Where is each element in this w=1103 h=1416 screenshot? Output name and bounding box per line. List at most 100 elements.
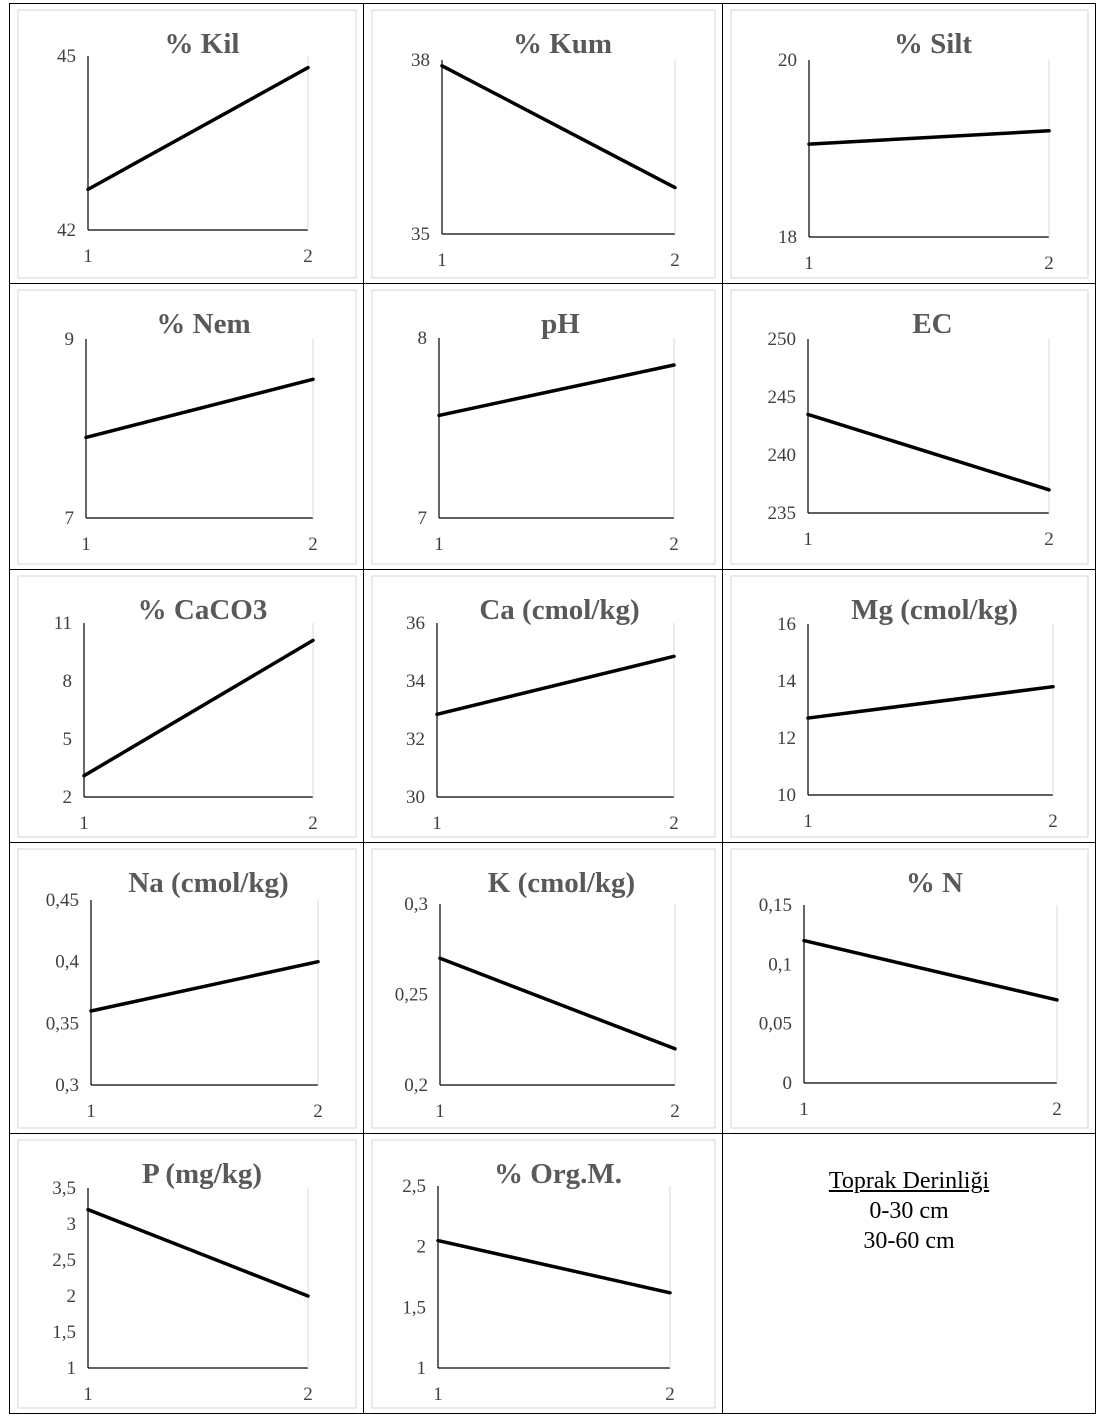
x-tick-label: 2 (670, 1101, 680, 1122)
chart-svg: 1 1,5 2 2,5 1 2 % Org.M. (371, 1139, 716, 1409)
x-tick-label: 2 (303, 246, 313, 267)
chart-title: pH (541, 308, 580, 340)
legend-panel: Toprak Derinliği 0-30 cm 30-60 cm (722, 1133, 1096, 1414)
chart-svg: 0,3 0,35 0,4 0,45 1 2 Na (cmol/kg) (17, 848, 357, 1129)
y-tick-label: 3,5 (52, 1178, 76, 1199)
legend-item: 30-60 cm (863, 1228, 955, 1254)
chart-svg: 30 32 34 36 1 2 Ca (cmol/kg) (371, 575, 716, 838)
chart-svg: 1 1,5 2 2,5 3 3,5 1 2 P (mg/kg) (17, 1139, 357, 1409)
x-tick-label: 1 (81, 534, 91, 555)
chart-title: % N (906, 867, 963, 899)
chart-title: Mg (cmol/kg) (851, 594, 1018, 626)
chart-panel: 10 12 14 16 1 2 Mg (cmol/kg) (722, 569, 1096, 843)
x-tick-label: 2 (670, 250, 680, 271)
y-tick-label: 240 (768, 445, 797, 466)
chart-title: Ca (cmol/kg) (479, 594, 639, 626)
chart-area-frame (17, 575, 357, 838)
x-tick-label: 2 (308, 813, 318, 834)
x-tick-label: 1 (434, 534, 444, 555)
y-tick-label: 0,25 (395, 985, 428, 1006)
y-tick-label: 11 (54, 613, 72, 634)
chart-panel: 42 45 1 2 % Kil (9, 3, 364, 284)
y-tick-label: 12 (777, 728, 796, 749)
chart-title: K (cmol/kg) (488, 867, 635, 899)
y-tick-label: 14 (777, 671, 797, 692)
chart-panel: 7 9 1 2 % Nem (9, 283, 364, 570)
chart-panel: 30 32 34 36 1 2 Ca (cmol/kg) (363, 569, 723, 843)
y-tick-label: 0,05 (759, 1014, 792, 1035)
y-tick-label: 7 (418, 508, 428, 529)
y-tick-label: 2,5 (402, 1176, 426, 1197)
y-tick-label: 0,45 (46, 890, 79, 911)
x-tick-label: 1 (79, 813, 89, 834)
y-tick-label: 8 (63, 671, 73, 692)
x-tick-label: 2 (669, 813, 679, 834)
chart-title: % Org.M. (494, 1158, 622, 1190)
chart-area-frame (730, 289, 1089, 565)
y-tick-label: 235 (768, 503, 797, 524)
chart-area-frame (17, 1139, 357, 1409)
x-tick-label: 2 (308, 534, 318, 555)
chart-panel: 0,2 0,25 0,3 1 2 K (cmol/kg) (363, 842, 723, 1134)
x-tick-label: 1 (86, 1101, 96, 1122)
x-tick-label: 2 (1044, 529, 1054, 550)
y-tick-label: 2 (417, 1237, 427, 1258)
chart-panel: 1 1,5 2 2,5 3 3,5 1 2 P (mg/kg) (9, 1133, 364, 1414)
x-tick-label: 2 (303, 1384, 313, 1405)
x-tick-label: 1 (83, 246, 93, 267)
series-line (436, 1238, 672, 1295)
series-line (84, 377, 315, 440)
y-tick-label: 36 (406, 613, 425, 634)
series-line (82, 638, 315, 778)
chart-area-frame (17, 848, 357, 1129)
y-tick-label: 8 (418, 328, 428, 349)
y-tick-label: 1 (417, 1358, 427, 1379)
y-tick-label: 35 (411, 224, 430, 245)
y-tick-label: 0,2 (404, 1075, 428, 1096)
chart-svg: 235 240 245 250 1 2 EC (730, 289, 1089, 565)
legend-heading: Toprak Derinliği (828, 1168, 990, 1194)
series-line (802, 938, 1059, 1002)
chart-svg: 42 45 1 2 % Kil (17, 9, 357, 279)
y-tick-label: 2,5 (52, 1250, 76, 1271)
x-tick-label: 2 (665, 1384, 675, 1405)
y-tick-label: 0,15 (759, 895, 792, 916)
chart-title: % Silt (894, 28, 972, 60)
y-tick-label: 30 (406, 787, 425, 808)
x-tick-label: 2 (1052, 1099, 1062, 1120)
y-tick-label: 42 (57, 220, 76, 241)
y-tick-label: 0,1 (768, 954, 792, 975)
y-tick-label: 5 (63, 729, 73, 750)
chart-svg: 18 20 1 2 % Silt (730, 9, 1089, 279)
y-tick-label: 38 (411, 50, 430, 71)
x-tick-label: 1 (83, 1384, 93, 1405)
y-tick-label: 0 (783, 1073, 793, 1094)
x-tick-label: 2 (669, 534, 679, 555)
x-tick-label: 1 (799, 1099, 809, 1120)
legend-item: 0-30 cm (869, 1198, 949, 1224)
chart-title: % Kil (165, 28, 240, 60)
chart-area-frame (17, 289, 357, 565)
y-tick-label: 2 (63, 787, 73, 808)
chart-area-frame (371, 289, 716, 565)
chart-title: EC (912, 308, 952, 340)
chart-panel: 235 240 245 250 1 2 EC (722, 283, 1096, 570)
x-tick-label: 2 (1044, 253, 1054, 274)
chart-panel: 35 38 1 2 % Kum (363, 3, 723, 284)
y-tick-label: 1 (67, 1358, 77, 1379)
chart-title: Na (cmol/kg) (128, 867, 288, 899)
chart-area-frame (371, 1139, 716, 1409)
series-line (806, 684, 1055, 720)
y-tick-label: 2 (67, 1286, 77, 1307)
x-tick-label: 2 (1048, 811, 1058, 832)
y-tick-label: 245 (768, 387, 797, 408)
chart-panel: 1 1,5 2 2,5 1 2 % Org.M. (363, 1133, 723, 1414)
chart-title: % Nem (156, 308, 250, 340)
x-tick-label: 1 (804, 253, 814, 274)
y-tick-label: 9 (65, 329, 75, 350)
series-line (806, 412, 1051, 492)
y-tick-label: 1,5 (52, 1322, 76, 1343)
